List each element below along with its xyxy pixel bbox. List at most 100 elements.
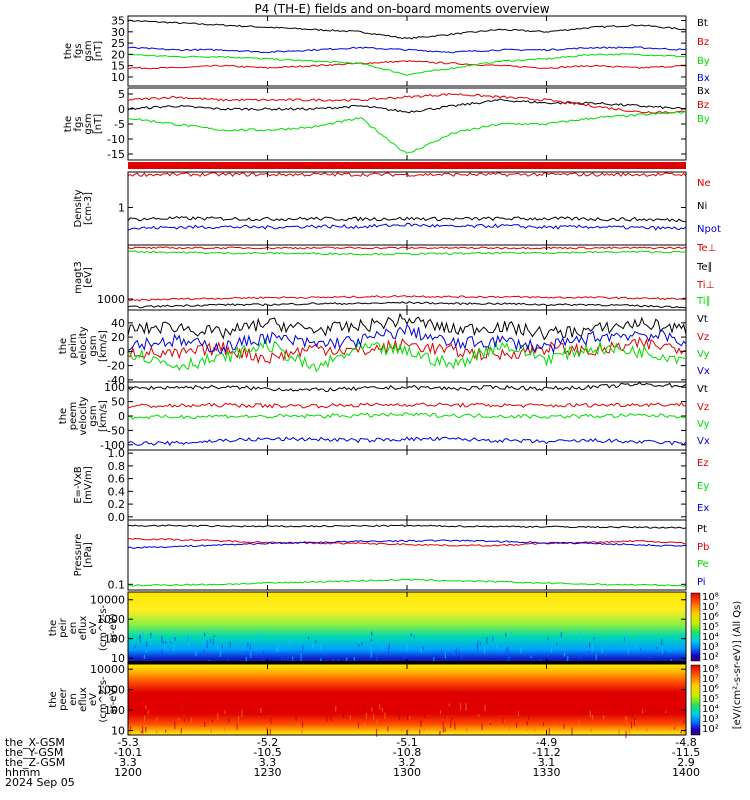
spectrogram-texture xyxy=(439,731,441,735)
spectrogram-texture xyxy=(591,715,594,720)
temp-ylabel: magt3[eV] xyxy=(73,261,94,294)
spectrogram-texture xyxy=(595,654,597,660)
spectrogram-texture xyxy=(445,715,448,719)
dens-frame xyxy=(127,171,687,246)
spectrogram-texture xyxy=(319,633,321,636)
spectrogram-texture xyxy=(608,637,610,642)
spectrogram-texture xyxy=(477,640,479,647)
spectrogram-texture xyxy=(463,703,466,711)
spectrogram-texture xyxy=(635,644,637,650)
spectrogram-texture xyxy=(479,642,482,646)
spectrogram-texture xyxy=(624,637,626,642)
spectrogram-texture xyxy=(187,635,189,641)
spectrogram-texture xyxy=(144,715,146,723)
orbit-value: -10.8 xyxy=(393,746,421,759)
spectrogram-texture xyxy=(560,632,562,638)
spectrogram-texture xyxy=(445,714,447,719)
orbit-value: 3.2 xyxy=(398,756,416,769)
spectrogram-texture xyxy=(302,645,304,653)
ylabel-line: Pressure xyxy=(73,534,84,577)
ylabel-line: the xyxy=(48,691,59,707)
spectrogram-texture xyxy=(442,721,444,726)
spectrogram-texture xyxy=(297,722,299,726)
spectrogram-texture xyxy=(427,647,429,650)
ylabel-line: gsm xyxy=(83,113,94,134)
y-tick-label: 0.8 xyxy=(108,460,126,473)
spectrogram-texture xyxy=(681,634,684,639)
spectrogram-texture xyxy=(174,721,176,730)
spectrogram-texture xyxy=(140,730,142,733)
legend-press-3: Pi xyxy=(697,577,706,588)
ylabel-line: magt3 xyxy=(73,261,84,294)
spectrogram-texture xyxy=(206,640,208,649)
spectrogram-texture xyxy=(156,717,158,722)
y-tick-label: 5 xyxy=(118,88,125,101)
vi-frame xyxy=(127,309,687,383)
y-tick-label: 100 xyxy=(104,633,125,646)
spectrogram-texture xyxy=(276,649,278,652)
spectrogram-texture xyxy=(640,648,642,651)
spectrogram-texture xyxy=(522,713,524,717)
spectrogram-texture xyxy=(217,644,219,651)
spectrogram-texture xyxy=(406,714,409,720)
ylabel-line: the xyxy=(63,43,74,59)
spectrogram-texture xyxy=(295,716,297,721)
spectrogram-texture xyxy=(444,651,446,659)
spectrogram-texture xyxy=(505,648,508,652)
spectrogram-texture xyxy=(229,641,231,648)
spectrogram-texture xyxy=(202,638,204,645)
spectrogram-texture xyxy=(634,718,636,726)
ylabel-line: peem xyxy=(68,402,79,430)
orbit-row-label: the_Z-GSM xyxy=(5,756,65,769)
y-tick-label: 50 xyxy=(111,396,125,409)
ylabel-line: the xyxy=(58,408,69,424)
orbit-row-label: the_Y-GSM xyxy=(5,746,63,759)
spectrogram-texture xyxy=(142,726,144,734)
y-tick-label: 40 xyxy=(111,317,125,330)
ylabel-line: eflux xyxy=(78,616,89,641)
colorbar-tick: 10⁴ xyxy=(702,632,719,643)
spectrogram-texture xyxy=(664,650,666,657)
y-tick-label: 0 xyxy=(118,345,125,358)
spectrogram-texture xyxy=(384,712,386,720)
spectrogram-texture xyxy=(331,637,333,641)
ylabel-line: gsm xyxy=(83,40,94,61)
spectrogram-texture xyxy=(387,725,389,732)
spectrogram-texture xyxy=(173,644,175,651)
spectrogram-texture xyxy=(178,718,180,721)
spectrogram-texture xyxy=(398,712,400,720)
legend-press-0: Pt xyxy=(697,524,707,535)
spectrogram-texture xyxy=(527,704,529,707)
ispec-spectrogram xyxy=(128,592,686,664)
spectrogram-texture xyxy=(246,651,248,656)
colorbar-tick: 10⁴ xyxy=(702,704,719,715)
ylabel-line: gsm xyxy=(88,405,99,426)
spectrogram-texture xyxy=(241,709,243,718)
espec-ylabel: thepeerenefluxeV(cm^2-s-sr-eV) xyxy=(48,676,119,723)
y-tick-label: 10 xyxy=(111,652,125,665)
spectrogram-texture xyxy=(397,723,399,726)
spectrogram-texture xyxy=(419,729,421,735)
legend-vi-2: Vy xyxy=(697,349,710,360)
orbit-value: 1400 xyxy=(672,766,700,779)
spectrogram-texture xyxy=(483,645,486,654)
ylabel-line: the xyxy=(48,620,59,636)
spectrogram-texture xyxy=(161,707,163,712)
ylabel-line: E=-VxB xyxy=(73,466,84,503)
spectrogram-texture xyxy=(516,722,518,728)
spectrogram-texture xyxy=(656,646,658,650)
spectrogram-texture xyxy=(509,655,511,659)
spectrogram-texture xyxy=(228,718,230,724)
spectrogram-texture xyxy=(365,712,367,719)
quality-flag-bar xyxy=(128,162,686,169)
spectrogram-texture xyxy=(589,710,591,718)
spectrogram-texture xyxy=(332,657,334,662)
y-tick-label: -10 xyxy=(107,133,125,146)
spectrogram-texture xyxy=(179,722,182,726)
ylabel-line: [cm-3] xyxy=(83,192,94,225)
spectrogram-texture xyxy=(420,647,422,653)
spectrogram-texture xyxy=(627,648,629,654)
spectrogram-texture xyxy=(270,717,272,722)
